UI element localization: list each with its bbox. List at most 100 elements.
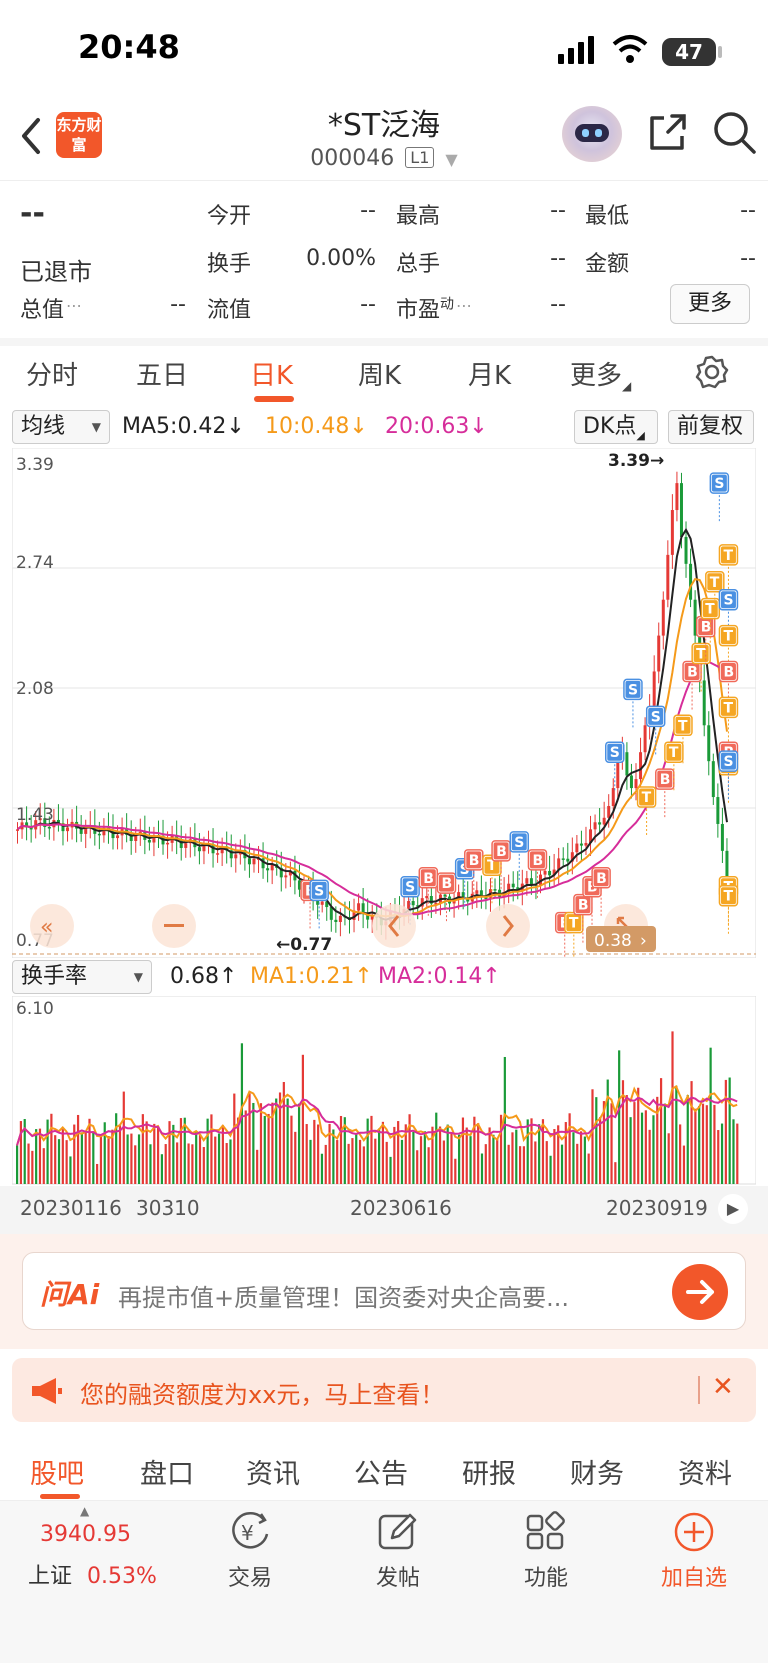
ma5-value: MA5:0.42↓ bbox=[122, 414, 245, 439]
ma-type-select[interactable]: 均线 ▼ bbox=[12, 410, 110, 444]
signal-marker-s: S bbox=[509, 831, 530, 882]
quote-value-market-cap: -- bbox=[170, 292, 186, 317]
bottom-divider bbox=[0, 1500, 768, 1501]
ai-submit-button[interactable] bbox=[672, 1264, 728, 1320]
turnover-value: 0.68↑ bbox=[170, 964, 238, 989]
date-label-2: 30310 bbox=[136, 1196, 200, 1220]
signal-marker-t: T bbox=[718, 696, 739, 748]
svg-text:B: B bbox=[687, 664, 698, 680]
turnover-ma-lines bbox=[16, 1084, 738, 1146]
svg-text:›: › bbox=[640, 931, 647, 951]
robot-face-icon bbox=[575, 124, 609, 142]
tab-orderbook[interactable]: 盘口 bbox=[140, 1459, 194, 1490]
stock-code-line[interactable]: 000046 L1 ▼ bbox=[0, 146, 768, 171]
quote-label-pe: 市盈动 ⋯ bbox=[396, 296, 473, 323]
svg-text:B: B bbox=[701, 620, 712, 636]
svg-text:B: B bbox=[660, 772, 671, 788]
back-icon[interactable] bbox=[18, 116, 44, 156]
tab-intraday[interactable]: 分时 bbox=[26, 361, 79, 391]
dock-trade-label[interactable]: 交易 bbox=[227, 1566, 272, 1591]
share-icon[interactable] bbox=[646, 112, 688, 154]
promo-banner[interactable] bbox=[12, 1358, 756, 1422]
quote-value-volume: -- bbox=[550, 246, 566, 271]
quote-label-amount: 金额 bbox=[585, 252, 630, 277]
quote-value-open: -- bbox=[360, 198, 376, 223]
zoom-out-button[interactable] bbox=[152, 904, 196, 948]
quote-value-amount: -- bbox=[740, 246, 756, 271]
svg-text:S: S bbox=[610, 745, 620, 761]
search-icon[interactable] bbox=[712, 110, 758, 156]
quote-value-low: -- bbox=[740, 198, 756, 223]
caret-up-icon: ▲ bbox=[80, 1504, 90, 1518]
svg-text:B: B bbox=[469, 853, 480, 869]
add-watchlist-icon[interactable] bbox=[672, 1510, 716, 1554]
svg-text:T: T bbox=[696, 647, 706, 663]
info-icon[interactable]: ⋯ bbox=[456, 296, 473, 315]
index-change: 0.53% bbox=[87, 1564, 157, 1589]
tab-five-day[interactable]: 五日 bbox=[136, 361, 189, 391]
svg-text:T: T bbox=[487, 858, 497, 874]
functions-icon[interactable] bbox=[524, 1510, 568, 1554]
dock-post-label[interactable]: 发帖 bbox=[375, 1566, 420, 1591]
signal-marker-t: T bbox=[664, 741, 684, 793]
svg-text:B: B bbox=[723, 664, 734, 680]
quote-label-float-cap: 流值 bbox=[207, 298, 252, 323]
prev-button[interactable] bbox=[372, 904, 416, 948]
next-button[interactable] bbox=[486, 904, 530, 948]
signal-marker-b: B bbox=[573, 893, 593, 945]
kline-chart[interactable]: BSSBBSBTBSBBTBBBSSTSBTTBTBTTSTSTBTBTSTT … bbox=[12, 448, 756, 958]
svg-text:B: B bbox=[587, 880, 598, 896]
stock-name: *ST泛海 bbox=[327, 108, 441, 143]
dock-add-label[interactable]: 加自选 bbox=[660, 1566, 727, 1591]
dock-functions-label[interactable]: 功能 bbox=[523, 1566, 568, 1591]
index-name[interactable]: 上证 0.53% bbox=[28, 1564, 157, 1589]
tab-news[interactable]: 资讯 bbox=[246, 1459, 300, 1490]
svg-text:T: T bbox=[669, 745, 679, 761]
post-icon[interactable] bbox=[376, 1510, 420, 1554]
quote-label-market-cap: 总值 ⋯ bbox=[20, 296, 83, 323]
more-quote-button[interactable]: 更多 bbox=[670, 284, 750, 324]
turnover-max-label: 6.10 bbox=[16, 999, 54, 1019]
svg-text:B: B bbox=[496, 844, 507, 860]
svg-text:S: S bbox=[460, 862, 470, 878]
close-icon[interactable]: ✕ bbox=[712, 1372, 734, 1402]
date-label-3: 20230616 bbox=[350, 1196, 452, 1220]
turnover-bars bbox=[16, 1031, 739, 1184]
quote-value-pe: -- bbox=[550, 292, 566, 317]
tab-weekly-k[interactable]: 周K bbox=[358, 361, 402, 391]
dk-point-select[interactable]: DK点◢ bbox=[574, 410, 658, 444]
info-icon[interactable]: ⋯ bbox=[66, 296, 83, 315]
svg-text:T: T bbox=[723, 700, 733, 716]
gear-icon[interactable] bbox=[694, 354, 730, 390]
current-price-tag[interactable]: 0.38 › bbox=[586, 926, 656, 952]
ai-search-box[interactable] bbox=[22, 1252, 746, 1330]
scroll-left-button[interactable]: « bbox=[30, 904, 74, 948]
indicator-select[interactable]: 换手率 ▼ bbox=[12, 960, 152, 994]
index-value[interactable]: 3940.95 bbox=[40, 1522, 131, 1547]
y-label-2: 2.74 bbox=[16, 553, 54, 573]
quote-label-open: 今开 bbox=[207, 204, 252, 229]
trade-icon[interactable]: ¥ bbox=[228, 1510, 272, 1554]
quote-label-volume: 总手 bbox=[396, 252, 441, 277]
adjust-button[interactable]: 前复权 bbox=[668, 410, 754, 444]
tab-profile[interactable]: 资料 bbox=[678, 1459, 732, 1490]
tab-research[interactable]: 研报 bbox=[462, 1459, 516, 1490]
scroll-right-icon[interactable]: ▶ bbox=[718, 1194, 748, 1224]
svg-text:S: S bbox=[651, 709, 661, 725]
tab-forum[interactable]: 股吧 bbox=[30, 1459, 84, 1490]
tab-finance[interactable]: 财务 bbox=[570, 1459, 624, 1490]
tab-announcements[interactable]: 公告 bbox=[354, 1459, 408, 1490]
date-label-1: 20230116 bbox=[20, 1196, 122, 1220]
tab-monthly-k[interactable]: 月K bbox=[468, 361, 512, 391]
tab-more[interactable]: 更多◢ bbox=[570, 361, 632, 393]
date-label-4: 20230919 bbox=[606, 1196, 708, 1220]
cellular-signal-icon bbox=[558, 36, 594, 64]
signal-marker-t: T bbox=[718, 544, 739, 595]
svg-text:T: T bbox=[642, 790, 652, 806]
signal-marker-b: B bbox=[491, 840, 511, 891]
battery-tip bbox=[718, 46, 722, 58]
delisted-status: 已退市 bbox=[20, 258, 92, 286]
header-divider bbox=[0, 180, 768, 181]
signal-marker-t: T bbox=[718, 884, 739, 936]
tab-daily-k[interactable]: 日K bbox=[250, 361, 294, 391]
